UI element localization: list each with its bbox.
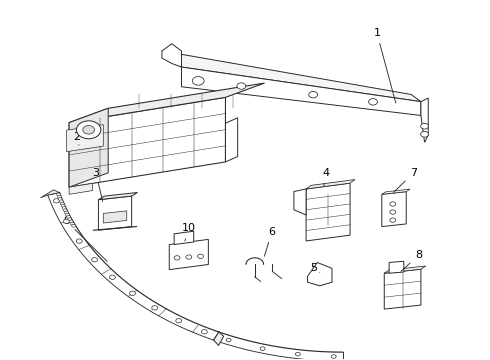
Text: 5: 5 (310, 263, 320, 273)
Circle shape (129, 291, 135, 296)
Circle shape (83, 126, 95, 134)
Circle shape (64, 211, 68, 214)
Polygon shape (225, 118, 238, 162)
Polygon shape (306, 183, 350, 241)
Text: 6: 6 (265, 227, 275, 256)
Circle shape (92, 258, 98, 262)
Text: 7: 7 (393, 168, 417, 192)
Polygon shape (98, 193, 138, 200)
Circle shape (68, 218, 72, 221)
Circle shape (186, 255, 192, 259)
Circle shape (58, 198, 62, 201)
Polygon shape (389, 261, 404, 273)
Circle shape (390, 218, 396, 222)
Circle shape (197, 254, 203, 258)
Circle shape (59, 200, 63, 203)
Text: 8: 8 (401, 250, 422, 271)
Polygon shape (421, 98, 428, 142)
Polygon shape (98, 196, 132, 230)
Circle shape (69, 220, 73, 223)
Polygon shape (382, 192, 406, 226)
Circle shape (176, 319, 182, 323)
Circle shape (64, 219, 70, 224)
Circle shape (174, 256, 180, 260)
Polygon shape (214, 332, 224, 346)
Text: 3: 3 (93, 168, 103, 202)
Circle shape (420, 131, 428, 137)
Circle shape (61, 204, 65, 207)
Text: 2: 2 (73, 132, 80, 145)
Circle shape (295, 352, 300, 356)
Circle shape (109, 275, 115, 279)
Circle shape (53, 199, 59, 203)
Polygon shape (384, 266, 426, 273)
Circle shape (331, 355, 336, 358)
Polygon shape (384, 269, 421, 309)
Circle shape (71, 222, 74, 225)
Text: 9: 9 (63, 216, 107, 261)
Circle shape (193, 77, 204, 85)
Circle shape (72, 224, 75, 227)
Text: 1: 1 (373, 28, 396, 103)
Circle shape (420, 123, 428, 129)
Circle shape (63, 209, 67, 212)
Circle shape (226, 338, 231, 342)
Polygon shape (162, 44, 181, 67)
Circle shape (390, 210, 396, 214)
Polygon shape (69, 97, 225, 187)
Polygon shape (181, 67, 421, 116)
Polygon shape (308, 262, 332, 286)
Polygon shape (69, 183, 93, 194)
Polygon shape (162, 51, 421, 102)
Polygon shape (174, 231, 194, 244)
Circle shape (390, 202, 396, 206)
Polygon shape (382, 189, 410, 194)
Polygon shape (103, 211, 127, 223)
Circle shape (260, 347, 265, 350)
Circle shape (76, 239, 82, 243)
Circle shape (66, 213, 70, 216)
Circle shape (237, 83, 245, 89)
Text: 10: 10 (182, 224, 196, 241)
Circle shape (76, 121, 101, 139)
Polygon shape (294, 189, 306, 215)
Circle shape (309, 91, 318, 98)
Circle shape (62, 207, 66, 210)
Circle shape (60, 202, 64, 205)
Circle shape (67, 216, 71, 219)
Circle shape (57, 195, 61, 198)
Polygon shape (40, 190, 60, 198)
Polygon shape (69, 108, 108, 187)
Polygon shape (67, 125, 103, 152)
Polygon shape (306, 180, 355, 189)
Circle shape (368, 99, 377, 105)
Polygon shape (169, 239, 208, 270)
Circle shape (57, 193, 61, 196)
Polygon shape (69, 83, 265, 123)
Circle shape (152, 306, 158, 310)
Text: 4: 4 (322, 168, 329, 186)
Circle shape (201, 330, 207, 334)
